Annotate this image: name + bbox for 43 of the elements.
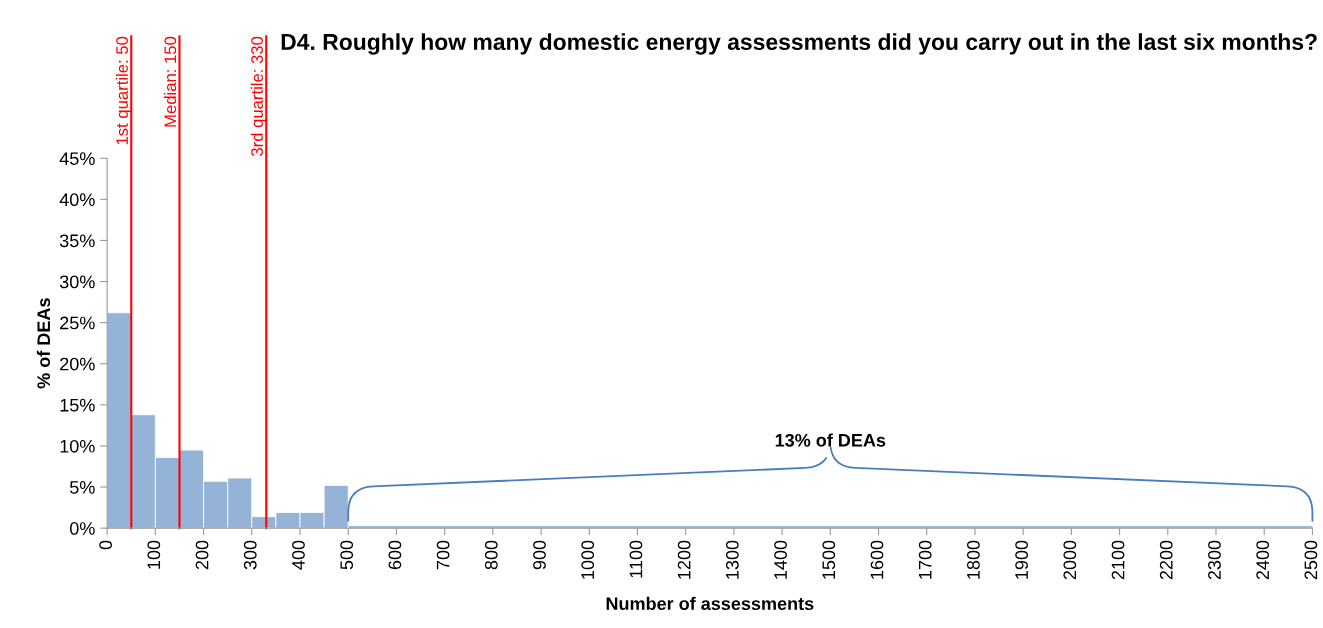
x-tick-label: 200 (195, 540, 209, 570)
x-tick-label: 300 (243, 540, 257, 570)
x-tick-label: 800 (484, 540, 498, 570)
x-tick-label: 1700 (918, 540, 932, 579)
x-tick-label: 0 (99, 540, 113, 550)
y-tick-label: 15% (60, 398, 95, 412)
x-tick-label: 1600 (870, 540, 884, 579)
y-tick-label: 25% (60, 316, 95, 330)
x-tick-label: 1900 (1015, 540, 1028, 579)
y-tick-label: 40% (59, 193, 95, 207)
ref-line-label: Median: 150 (163, 36, 177, 127)
x-tick-label: 100 (147, 540, 161, 569)
x-tick-label: 1400 (774, 540, 787, 579)
y-tick-label: 5% (69, 481, 95, 494)
x-tick-label: 700 (436, 540, 450, 570)
y-tick-label: 20% (60, 357, 95, 371)
x-tick-label: 400 (292, 540, 305, 570)
y-tick-label: 35% (59, 234, 95, 248)
annotation: 13% of DEAs (775, 433, 886, 447)
x-tick-label: 600 (388, 540, 402, 570)
x-tick-label: 2500 (1304, 540, 1318, 580)
chart-title: D4. Roughly how many domestic energy assessments did you carry out in the last six months? (281, 33, 1317, 55)
x-tick-label: 2200 (1159, 540, 1173, 580)
y-tick-label: 10% (60, 439, 95, 453)
y-tick-label: 30% (59, 275, 95, 289)
x-tick-label: 1800 (967, 540, 980, 579)
y-tick-label: 0% (69, 522, 95, 535)
x-axis-title: Number of assessments (606, 596, 814, 611)
ref-line-label: 1st quartile: 50 (115, 36, 132, 145)
x-tick-label: 2300 (1208, 540, 1221, 580)
x-tick-label: 1000 (581, 540, 595, 579)
x-tick-label: 1100 (629, 540, 643, 578)
ref-line-label: 3rd quartile: 330 (250, 36, 267, 156)
x-tick-label: 2400 (1256, 540, 1270, 580)
x-tick-label: 900 (533, 540, 546, 570)
y-axis-title: % of DEAs (36, 298, 51, 389)
x-tick-label: 500 (340, 540, 354, 570)
y-tick-label: 45% (59, 152, 95, 165)
x-tick-label: 1200 (677, 540, 691, 579)
x-tick-label: 1500 (822, 540, 836, 579)
x-tick-label: 2100 (1111, 540, 1125, 580)
x-tick-label: 1300 (725, 540, 739, 579)
x-tick-label: 2000 (1063, 540, 1077, 580)
